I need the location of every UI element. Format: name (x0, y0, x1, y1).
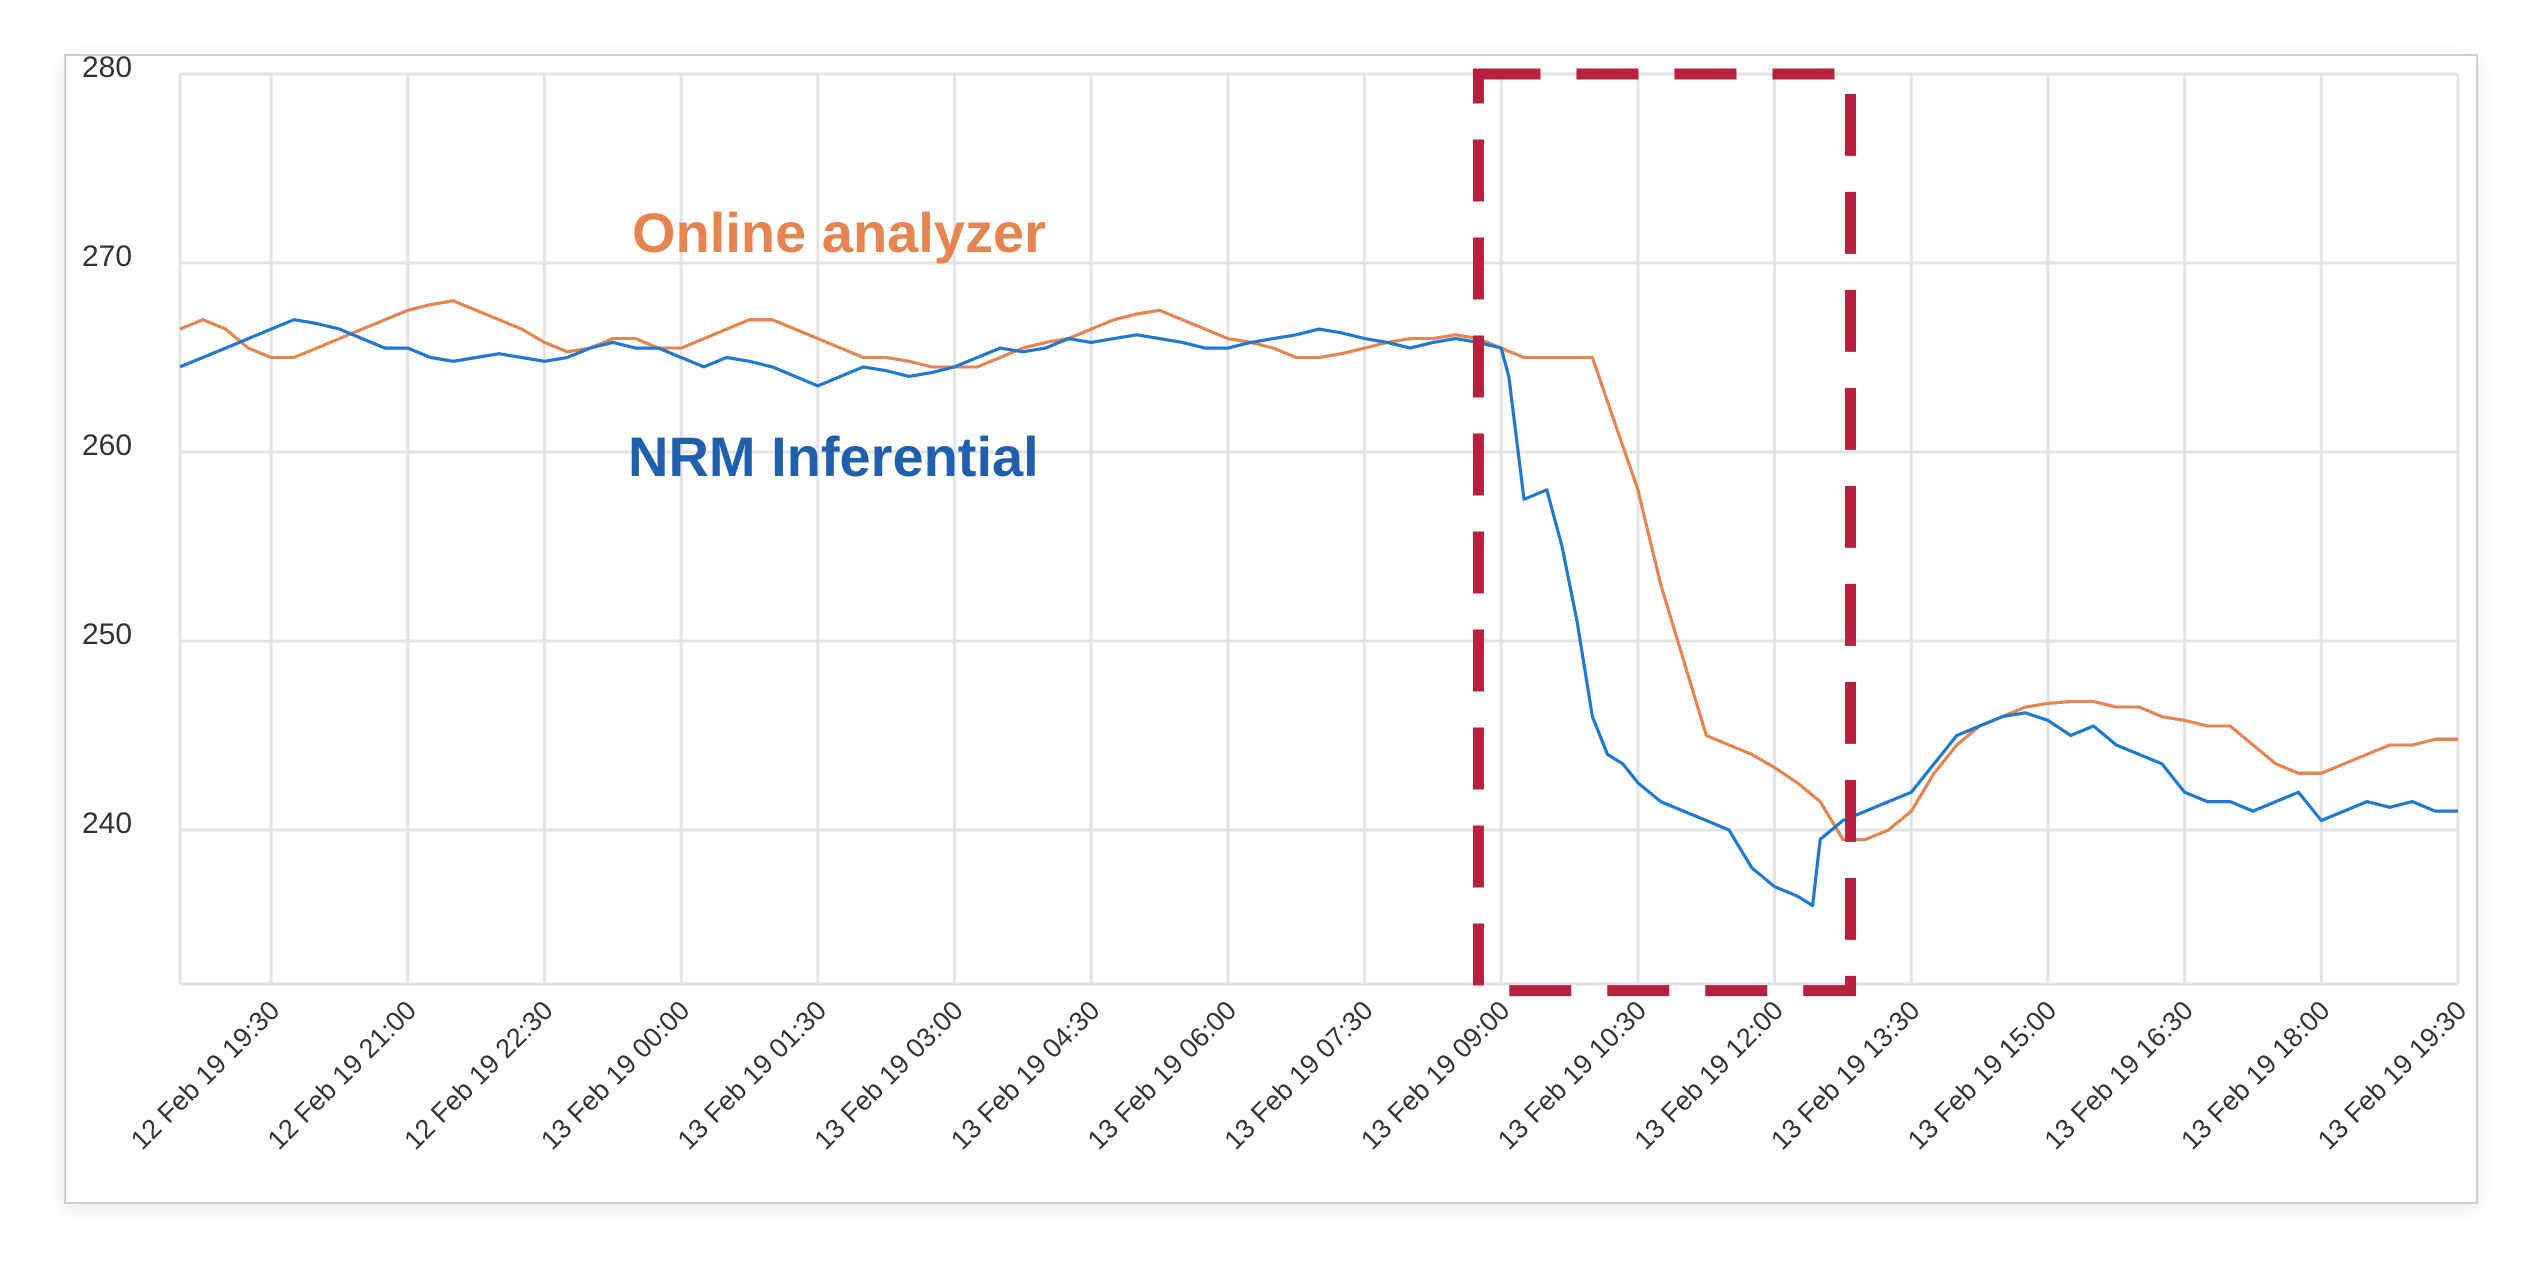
x-tick-label: 13 Feb 19 10:30 (1492, 995, 1652, 1155)
x-tick-label: 13 Feb 19 09:00 (1355, 995, 1515, 1155)
y-tick-label: 260 (82, 429, 132, 462)
x-tick-label: 13 Feb 19 15:00 (1902, 995, 2062, 1155)
x-tick-label: 13 Feb 19 06:00 (1082, 995, 1242, 1155)
x-tick-label: 12 Feb 19 22:30 (398, 995, 558, 1155)
y-tick-label: 240 (82, 807, 132, 840)
x-tick-label: 13 Feb 19 12:00 (1629, 995, 1789, 1155)
series-line-nrm-inferential (179, 318, 2458, 908)
x-tick-label: 13 Feb 19 00:00 (535, 995, 695, 1155)
y-tick-label: 270 (82, 240, 132, 273)
annotation-nrm-inferential: NRM Inferential (628, 425, 1039, 488)
x-tick-label: 13 Feb 19 01:30 (672, 995, 832, 1155)
y-tick-label: 280 (82, 51, 132, 84)
x-tick-label: 13 Feb 19 13:30 (1765, 995, 1925, 1155)
x-tick-label: 13 Feb 19 16:30 (2039, 995, 2199, 1155)
x-tick-label: 12 Feb 19 19:30 (125, 995, 285, 1155)
x-tick-label: 13 Feb 19 04:30 (945, 995, 1105, 1155)
grid-layer (178, 72, 2460, 986)
x-tick-label: 13 Feb 19 19:30 (2312, 995, 2472, 1155)
highlight-region-box (1472, 68, 1857, 997)
x-tick-label: 13 Feb 19 03:00 (808, 995, 968, 1155)
chart-card (64, 54, 2478, 1204)
annotation-online-analyzer: Online analyzer (632, 201, 1046, 264)
x-tick-label: 13 Feb 19 07:30 (1219, 995, 1379, 1155)
x-tick-label: 13 Feb 19 18:00 (2175, 995, 2335, 1155)
highlight-layer (1472, 68, 1857, 997)
y-axis-ticks: 240 250 260 270 280 (82, 51, 132, 840)
series-layer (179, 299, 2458, 908)
x-tick-label: 12 Feb 19 21:00 (262, 995, 422, 1155)
y-tick-label: 250 (82, 618, 132, 651)
series-line-online-analyzer (179, 299, 2458, 841)
